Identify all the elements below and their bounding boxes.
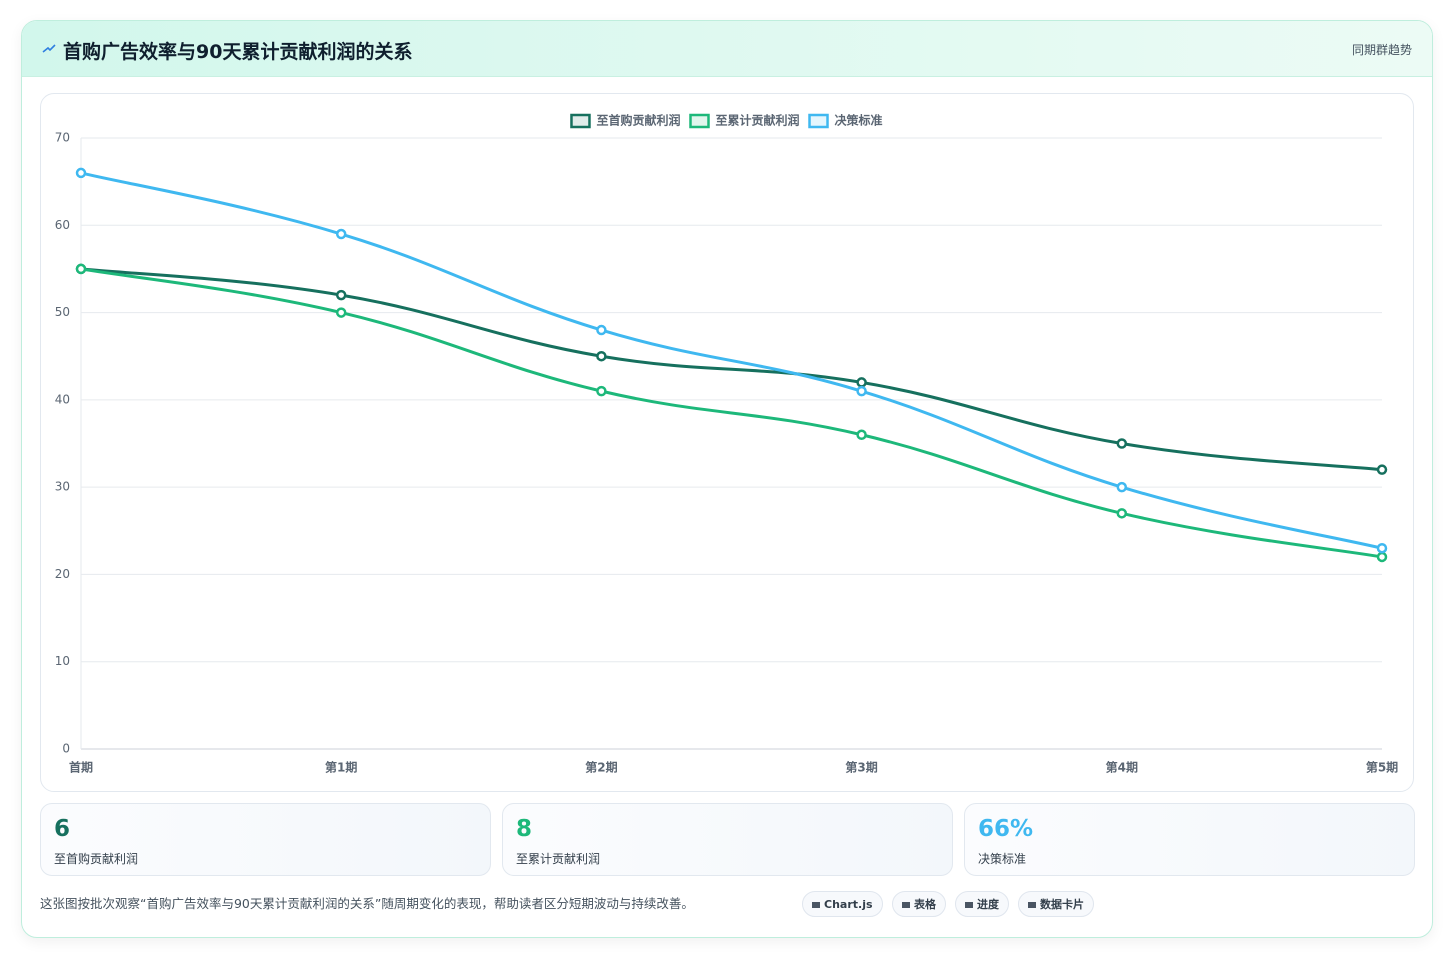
y-tick-label: 50 xyxy=(55,305,70,319)
note: 这张图按批次观察“首购广告效率与90天累计贡献利润的关系”随周期变化的表现，帮助… xyxy=(40,896,694,911)
y-tick-label: 20 xyxy=(55,567,70,581)
x-tick-label: 第2期 xyxy=(585,760,617,775)
chart-panel: 0 10 20 30 40 50 60 70 首期 第1期 第2期 第3期 第4期 第5期 至首购贡献利润至… xyxy=(40,93,1414,792)
icon xyxy=(42,44,56,53)
data-point xyxy=(856,377,867,388)
x-tick-label: 第3期 xyxy=(845,760,877,775)
data-point xyxy=(596,324,607,336)
tag-label: 进度 xyxy=(977,898,999,911)
stat-value: 8 xyxy=(516,816,533,842)
legend-item: 决策标准 xyxy=(808,113,883,129)
legend-item: 至首购贡献利润 xyxy=(570,113,680,129)
stat-card: 8 至累计贡献利润 xyxy=(502,803,953,876)
series-line xyxy=(80,267,1383,559)
data-point xyxy=(75,263,87,275)
legend-swatch xyxy=(808,113,829,129)
y-tick-label: 70 xyxy=(55,131,70,145)
legend-label: 至首购贡献利润 xyxy=(596,113,680,128)
stat-label: 决策标准 xyxy=(978,852,1027,866)
legend-label: 至累计贡献利润 xyxy=(715,113,799,128)
data-point xyxy=(75,167,87,179)
data-point xyxy=(335,228,347,240)
series-line xyxy=(80,267,1383,472)
data-point xyxy=(596,385,607,397)
y-tick-label: 60 xyxy=(55,218,70,232)
data-point xyxy=(1376,464,1388,475)
x-tick-label: 第4期 xyxy=(1106,760,1138,775)
tag-icon xyxy=(965,902,973,908)
tag-label: Chart.js xyxy=(824,898,873,911)
data-point xyxy=(1116,438,1128,449)
tag-label: 数据卡片 xyxy=(1040,898,1084,911)
data-point xyxy=(856,429,867,441)
subtitle[interactable]: 同期群趋势 xyxy=(1351,43,1412,57)
tag[interactable]: 进度 xyxy=(955,891,1009,917)
stat-value: 66% xyxy=(978,816,1034,842)
tag-icon xyxy=(1028,902,1036,908)
x-tick-label: 首期 xyxy=(69,760,93,775)
y-tick-label: 40 xyxy=(55,392,70,406)
header: 首购广告效率与90天累计贡献利润的关系 同期群趋势 xyxy=(22,21,1432,77)
y-tick-label: 0 xyxy=(62,742,70,756)
tag[interactable]: 表格 xyxy=(892,891,946,917)
tag-icon xyxy=(902,902,910,908)
dashboard-card: 首购广告效率与90天累计贡献利润的关系 同期群趋势 0 10 20 30 40 50 60 7… xyxy=(21,20,1433,938)
data-point xyxy=(335,307,347,318)
chart: 010203040506070首期 第1期 第2期 第3期 第4期 第5期至首购贡献利润至… xyxy=(55,113,1398,775)
stat-card: 66% 决策标准 xyxy=(964,803,1415,876)
y-tick-label: 30 xyxy=(55,480,70,494)
stat-card: 6 至首购贡献利润 xyxy=(40,803,491,876)
tag[interactable]: Chart.js xyxy=(802,891,883,917)
legend-swatch xyxy=(689,113,710,129)
legend: 至首购贡献利润 至累计贡献利润 决策标准 xyxy=(570,113,883,129)
data-point xyxy=(1116,481,1128,493)
data-point xyxy=(1376,542,1388,554)
stat-label: 至首购贡献利润 xyxy=(54,852,139,866)
x-tick-label: 第5期 xyxy=(1366,760,1398,775)
x-tick-label: 第1期 xyxy=(325,760,357,775)
data-point xyxy=(1376,551,1388,563)
data-point xyxy=(1116,508,1128,519)
title: 首购广告效率与90天累计贡献利润的关系 xyxy=(63,41,413,63)
y-tick-label: 10 xyxy=(55,654,70,668)
legend-swatch xyxy=(570,113,591,129)
data-point xyxy=(856,385,867,397)
tag-icon xyxy=(812,902,820,908)
data-point xyxy=(596,350,607,362)
legend-item: 至累计贡献利润 xyxy=(689,113,800,129)
tag[interactable]: 数据卡片 xyxy=(1018,891,1094,917)
tag-label: 表格 xyxy=(914,898,936,911)
legend-label: 决策标准 xyxy=(835,113,883,128)
stat-label: 至累计贡献利润 xyxy=(516,852,601,866)
stat-value: 6 xyxy=(54,816,71,842)
series-line xyxy=(80,171,1383,550)
data-point xyxy=(335,289,347,301)
